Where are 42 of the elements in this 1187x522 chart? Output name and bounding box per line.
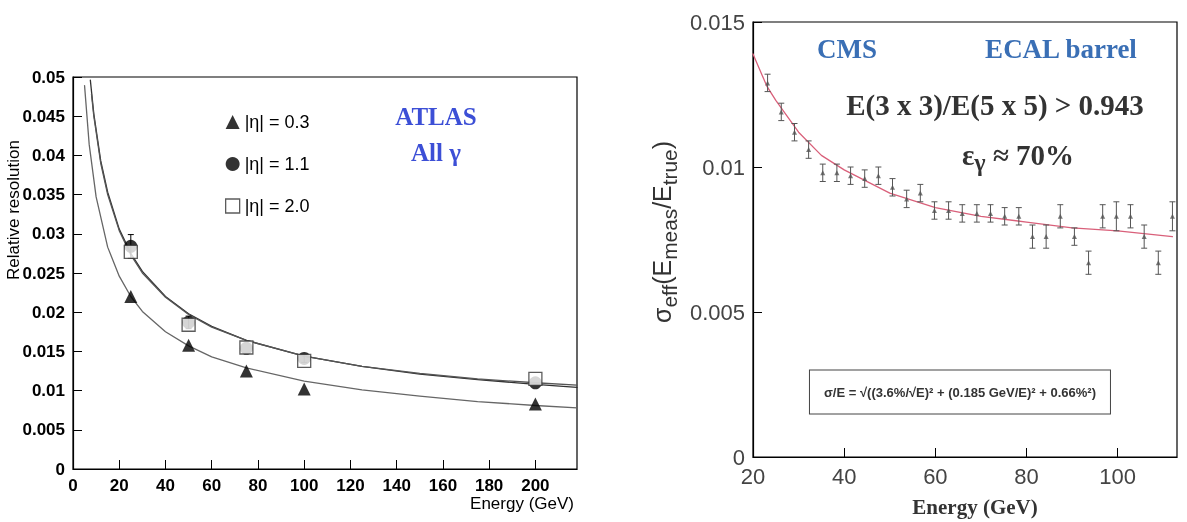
x-tick-label: 160 [428, 476, 458, 495]
annotation: ATLAS [395, 103, 477, 131]
legend-label: |η| = 2.0 [244, 196, 310, 216]
y-tick-label: 0.04 [31, 145, 66, 165]
y-tick-label: 0.03 [31, 224, 65, 244]
annotation: CMS [817, 33, 877, 65]
y-tick-label: 0.025 [22, 263, 65, 283]
x-tick-label: 40 [831, 463, 857, 489]
x-axis-title: Energy (GeV) [470, 494, 574, 514]
x-tick-label: 80 [1014, 463, 1039, 489]
y-tick-label: 0.035 [22, 185, 65, 205]
x-tick-label: 40 [156, 476, 175, 495]
y-tick-label: 0.045 [22, 106, 65, 126]
x-tick-label: 100 [290, 476, 319, 495]
annotation: E(3 x 3)/E(5 x 5) > 0.943 [846, 88, 1144, 122]
x-tick-label: 200 [521, 476, 550, 495]
x-tick-label: 60 [923, 463, 948, 489]
legend-label: |η| = 0.3 [244, 112, 310, 132]
annotation: ECAL barrel [985, 33, 1137, 65]
legend-label: |η| = 1.1 [244, 154, 310, 174]
y-tick-label: 0.015 [22, 341, 65, 361]
y-tick-label: 0.02 [31, 302, 65, 322]
x-tick-label: 100 [1099, 463, 1137, 489]
x-tick-label: 140 [382, 476, 411, 495]
annotation: ε$_{γ}$ ≈ 70% [961, 138, 1075, 178]
x-tick-label: 80 [248, 476, 268, 495]
x-tick-label: 0 [68, 476, 78, 495]
annotation: All γ [411, 139, 461, 167]
y-tick-label: 0.005 [22, 420, 65, 440]
annotation: σ/E = √((3.6%/√E)² + (0.185 GeV/E)² + 0.66%²) [808, 369, 1112, 415]
y-axis-title: Relative resolution [4, 140, 23, 280]
x-axis-title: Energy (GeV) [912, 495, 1038, 520]
x-tick-label: 60 [202, 476, 222, 495]
y-tick-label: 0.015 [689, 9, 745, 35]
y-tick-label: 0.005 [689, 299, 745, 325]
y-tick-label: 0.05 [31, 67, 65, 87]
x-tick-label: 180 [474, 476, 504, 495]
x-tick-label: 120 [336, 476, 365, 495]
y-tick-label: 0 [732, 444, 745, 470]
y-tick-label: 0.01 [702, 154, 745, 180]
y-tick-label: 0.01 [31, 381, 65, 401]
x-tick-label: 20 [109, 476, 129, 495]
